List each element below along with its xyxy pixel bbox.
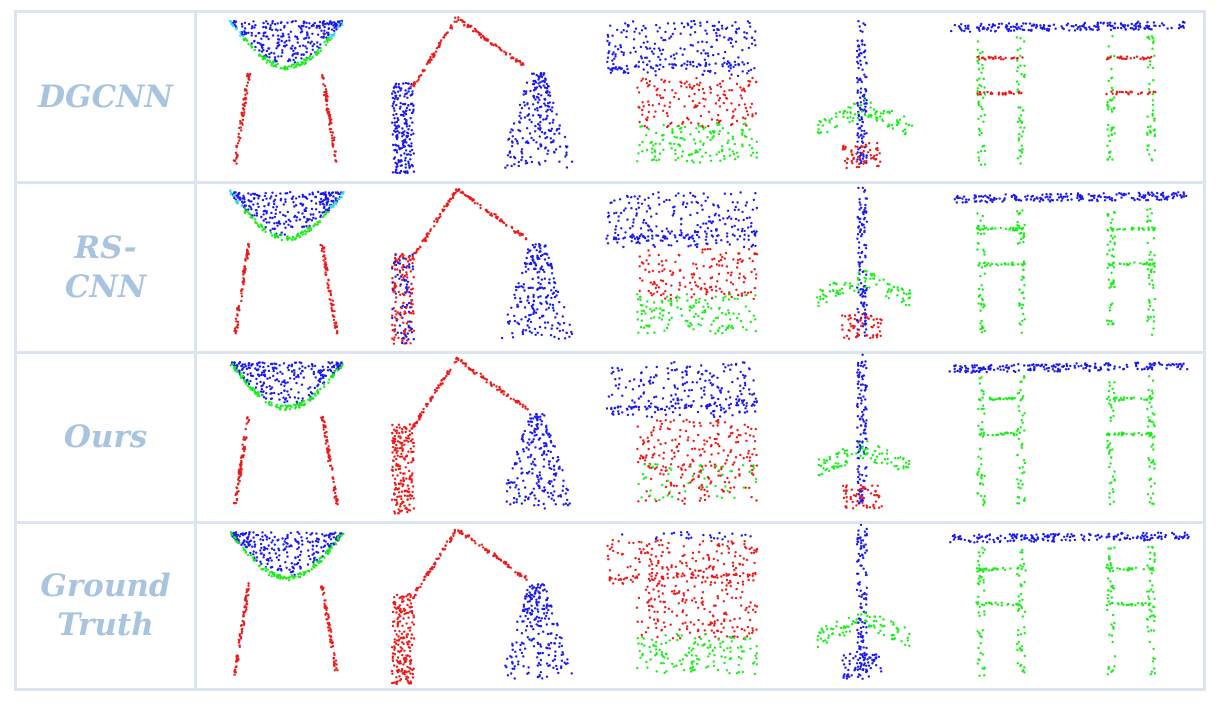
lamp-point-cloud [390,16,574,175]
bench-point-cloud [948,361,1189,507]
airplane-point-cloud [817,353,911,510]
row-label-line: DGCNN [38,78,173,115]
chair-point-cloud [228,19,344,165]
lamp-point-cloud [391,188,574,345]
bench-point-cloud [949,531,1190,677]
row-divider [17,351,1203,354]
row-divider [17,181,1203,184]
row-label-line: Ground [40,568,171,605]
chair-point-cloud [229,361,344,506]
airplane-point-cloud [815,186,912,340]
airplane-point-cloud [816,523,911,680]
row-label-ours: Ours [17,354,194,521]
airplane-point-cloud [816,20,914,170]
row-label-dgcnn: DGCNN [17,13,194,181]
row-label-line: CNN [64,268,147,305]
qualitative-comparison-figure: DGCNN RS- CNN Ours Ground Truth [14,10,1206,691]
row-divider [17,521,1203,524]
row-label-line: Truth [57,607,154,643]
table-point-cloud [605,361,758,505]
lamp-point-cloud [390,528,573,686]
table-point-cloud [606,531,759,676]
row-label-line: Ours [63,419,148,456]
row-label-line: RS- [74,229,137,266]
row-label-ground-truth: Ground Truth [17,524,194,688]
row-label-rscnn: RS- CNN [17,184,194,351]
bench-point-cloud [953,191,1188,336]
table-point-cloud [605,191,759,335]
table-point-cloud [606,19,758,164]
chair-point-cloud [229,530,345,676]
lamp-point-cloud [390,356,571,515]
bench-point-cloud [950,20,1186,166]
label-column-divider [194,13,197,688]
point-cloud-grid [228,16,1190,686]
chair-point-cloud [229,189,345,335]
